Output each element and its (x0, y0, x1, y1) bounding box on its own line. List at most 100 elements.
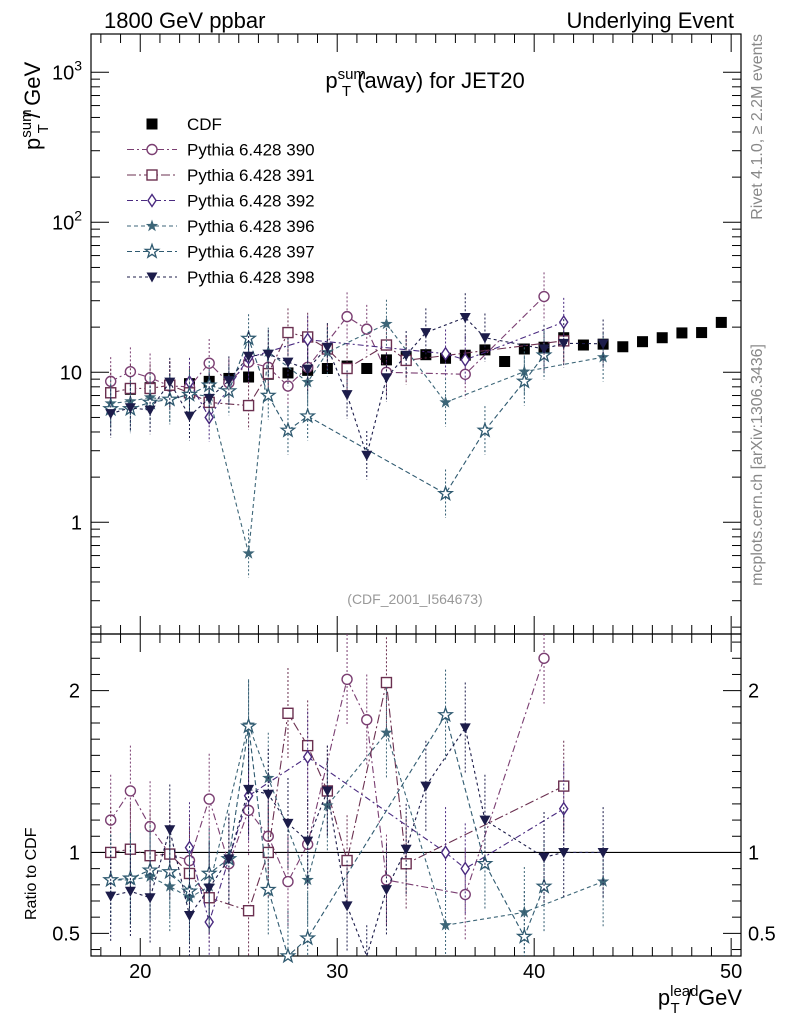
ratio-point (183, 891, 196, 904)
legend-label: Pythia 6.428 392 (187, 192, 315, 211)
legend-label: CDF (187, 115, 222, 134)
ratio-point (558, 847, 570, 858)
ratio-series (102, 634, 610, 964)
data-point (223, 376, 235, 387)
analysis-watermark: (CDF_2001_I564673) (347, 591, 482, 607)
data-point (259, 386, 277, 403)
ratio-series-s398 (105, 682, 609, 958)
ratio-point (262, 789, 274, 800)
ratio-point (321, 786, 333, 797)
legend-label: Pythia 6.428 391 (187, 166, 315, 185)
data-point (299, 407, 317, 424)
legend-label: Pythia 6.428 397 (187, 243, 315, 262)
ratio-y-tick-label-right: 2 (748, 681, 759, 703)
y-axis-label: psumT / GeV (18, 62, 52, 150)
ratio-point (420, 781, 432, 792)
ratio-point (163, 879, 176, 892)
data-point (242, 399, 255, 412)
data-point (538, 290, 550, 303)
ratio-point (144, 893, 156, 904)
ratio-point (380, 676, 393, 689)
data-point (124, 365, 137, 378)
series-line-s391 (110, 331, 564, 407)
data-point (183, 411, 195, 422)
ratio-point (538, 852, 550, 863)
legend-marker (145, 219, 159, 232)
legend-label: Pythia 6.428 398 (187, 268, 315, 287)
legend-item-s398: Pythia 6.428 398 (127, 268, 315, 287)
data-point (380, 317, 393, 330)
x-axis-label: plead T / GeV (658, 983, 742, 1017)
ratio-point (479, 815, 491, 826)
ratio-y-tick-label-right: 1 (748, 842, 759, 864)
y-tick-label: 102 (52, 207, 82, 234)
ratio-point (400, 844, 412, 855)
main-series (102, 272, 727, 578)
ratio-point (203, 883, 215, 894)
data-point (282, 357, 294, 368)
ratio-point (459, 888, 471, 901)
ratio-line-s396 (110, 722, 604, 926)
ratio-point (164, 825, 176, 836)
ratio-point (124, 886, 136, 897)
ratio-point (440, 845, 451, 860)
data-point (439, 395, 452, 408)
data-point (203, 357, 215, 369)
legend-marker (146, 169, 158, 181)
ratio-point (259, 880, 277, 897)
ratio-point (341, 901, 353, 912)
ratio-point (203, 793, 215, 805)
ratio-point (302, 749, 313, 765)
legend-marker (146, 143, 158, 156)
data-point (459, 368, 471, 380)
ratio-y-tick-label: 2 (69, 681, 80, 703)
data-point (676, 327, 688, 339)
x-tick-label: 50 (720, 961, 742, 983)
ratio-point (240, 717, 258, 734)
ratio-point (121, 869, 139, 886)
ratio-point (302, 836, 314, 847)
data-point (656, 332, 668, 344)
data-point (124, 403, 136, 414)
data-point (460, 352, 471, 368)
ratio-point (459, 723, 471, 734)
series-line-s396 (110, 323, 604, 554)
data-point (302, 364, 314, 375)
data-point (282, 367, 294, 379)
ratio-point (538, 652, 550, 664)
data-point (577, 339, 589, 351)
data-point (479, 333, 491, 344)
data-point (400, 350, 412, 361)
legend-item-s397: Pythia 6.428 397 (127, 243, 315, 262)
data-point (321, 342, 333, 353)
data-point (341, 310, 353, 323)
ratio-point (361, 714, 373, 726)
data-point (715, 316, 727, 328)
data-point (164, 377, 176, 388)
ratio-point (242, 904, 255, 917)
data-point (105, 409, 117, 420)
ratio-point (223, 854, 235, 865)
data-point (420, 349, 432, 361)
ratio-point (105, 891, 117, 902)
legend-item-s391: Pythia 6.428 391 (127, 166, 315, 185)
x-tick-label: 30 (326, 961, 348, 983)
data-point (361, 450, 373, 461)
data-point (361, 323, 373, 335)
data-point (597, 339, 609, 350)
ratio-point (143, 870, 157, 882)
data-point (380, 354, 392, 366)
data-point (341, 362, 353, 375)
ratio-point (380, 726, 393, 738)
legend: CDF Pythia 6.428 390 Pythia 6.428 391 Pythi… (127, 115, 315, 287)
y-tick-label: 1 (71, 512, 82, 534)
ratio-line-s390 (110, 658, 545, 896)
data-point (144, 405, 156, 416)
ratio-point (183, 911, 195, 922)
x-tick-label: 20 (129, 961, 151, 983)
data-point (476, 421, 494, 438)
data-point (437, 484, 455, 502)
legend-item-s396: Pythia 6.428 396 (127, 217, 315, 236)
side-text-top: Rivet 4.1.0, ≥ 2.2M events (749, 34, 766, 220)
ratio-y-tick-label: 0.5 (52, 923, 80, 945)
